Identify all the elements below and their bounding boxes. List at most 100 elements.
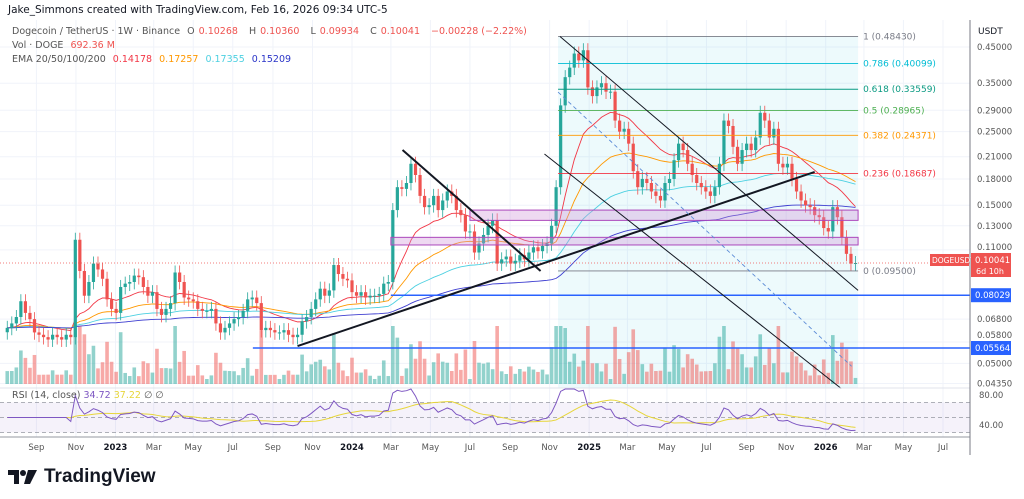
time-tick-label: Sep bbox=[28, 443, 44, 453]
volume-bar bbox=[794, 356, 799, 384]
candle-body bbox=[373, 295, 377, 297]
low-label: L bbox=[310, 26, 316, 37]
volume-bar bbox=[753, 356, 758, 384]
candle-body bbox=[658, 195, 663, 201]
candle-body bbox=[345, 278, 350, 281]
rsi-ma-line bbox=[7, 399, 856, 428]
volume-bar bbox=[508, 366, 513, 384]
volume-bar bbox=[186, 375, 191, 384]
volume-bar bbox=[118, 332, 123, 384]
volume-bar bbox=[486, 362, 490, 384]
volume-bar bbox=[436, 353, 440, 384]
candle-body bbox=[123, 283, 127, 287]
candle-body bbox=[654, 191, 658, 196]
candle-body bbox=[590, 87, 595, 97]
volume-bar bbox=[37, 374, 41, 384]
volume-bar bbox=[681, 367, 685, 384]
channel-upper-line bbox=[559, 36, 859, 291]
candle-body bbox=[246, 299, 250, 311]
symbol-legend-row[interactable]: Dogecoin / TetherUS · 1W · Binance O 0.10… bbox=[12, 25, 531, 39]
candle-body bbox=[549, 225, 554, 244]
candle-body bbox=[377, 293, 381, 296]
volume-bar bbox=[772, 363, 776, 384]
candle-body bbox=[441, 200, 445, 211]
volume-bar bbox=[808, 375, 812, 384]
candle-body bbox=[608, 91, 613, 93]
volume-bar bbox=[236, 375, 241, 384]
volume-bar bbox=[105, 341, 109, 384]
candle-body bbox=[241, 310, 245, 318]
candle-body bbox=[758, 112, 762, 138]
volume-bar bbox=[232, 371, 236, 384]
candle-body bbox=[205, 310, 209, 312]
volume-bar bbox=[799, 362, 803, 384]
volume-legend-row[interactable]: Vol · DOGE 692.36 M bbox=[12, 39, 531, 53]
volume-bar bbox=[649, 363, 654, 384]
volume-bar bbox=[735, 348, 740, 384]
candle-body bbox=[237, 317, 241, 320]
time-tick-label: Jul bbox=[464, 443, 475, 453]
ema-legend-row[interactable]: EMA 20/50/100/200 0.14178 0.17257 0.1735… bbox=[12, 53, 531, 67]
candle-body bbox=[627, 128, 631, 144]
volume-bar bbox=[114, 371, 118, 384]
volume-bar bbox=[572, 353, 577, 384]
volume-bar bbox=[386, 376, 391, 384]
candle-body bbox=[132, 275, 136, 282]
fib-level-label: 0.5 (0.28965) bbox=[863, 106, 924, 116]
candle-body bbox=[64, 334, 68, 340]
candle-body bbox=[595, 87, 599, 97]
volume-bar bbox=[209, 375, 214, 384]
volume-bar bbox=[332, 333, 336, 384]
volume-bar bbox=[667, 371, 672, 384]
volume-bar bbox=[368, 375, 372, 384]
symbol-name[interactable]: Dogecoin / TetherUS · 1W · Binance bbox=[12, 26, 181, 37]
rsi-legend[interactable]: RSI (14, close) 34.72 37.22 ∅ ∅ bbox=[12, 390, 164, 401]
candle-body bbox=[481, 234, 486, 244]
candle-body bbox=[667, 178, 672, 184]
price-tick-label: 0.21000 bbox=[977, 153, 1012, 163]
candle-body bbox=[563, 77, 567, 106]
candle-body bbox=[250, 297, 254, 300]
candle-body bbox=[413, 163, 418, 176]
candle-body bbox=[509, 256, 513, 264]
price-tick-label: 0.11000 bbox=[977, 243, 1012, 253]
candle-body bbox=[785, 163, 790, 168]
candle-body bbox=[60, 337, 64, 340]
candle-body bbox=[772, 128, 776, 138]
candle-body bbox=[19, 301, 23, 318]
volume-bar bbox=[726, 369, 731, 384]
volume-bar bbox=[273, 374, 277, 384]
time-tick-label: Nov bbox=[304, 443, 321, 453]
candle-body bbox=[159, 308, 164, 315]
candle-body bbox=[364, 292, 368, 298]
volume-bar bbox=[146, 363, 150, 384]
volume-bar bbox=[227, 370, 232, 384]
candle-body bbox=[826, 228, 830, 232]
volume-bar bbox=[531, 369, 536, 384]
candle-body bbox=[128, 281, 132, 284]
candle-body bbox=[114, 308, 118, 313]
volume-bar bbox=[803, 370, 808, 384]
candle-body bbox=[763, 112, 767, 121]
symbol-tag-label: DOGEUSDT bbox=[932, 256, 975, 265]
candle-body bbox=[164, 308, 168, 315]
volume-bar bbox=[536, 371, 540, 384]
time-tick-label: Nov bbox=[778, 443, 795, 453]
candle-body bbox=[41, 334, 46, 338]
volume-bar bbox=[599, 371, 604, 384]
volume-bar bbox=[840, 342, 844, 384]
volume-bar bbox=[191, 375, 196, 384]
volume-bar bbox=[459, 369, 463, 384]
candle-body bbox=[341, 274, 345, 279]
candle-body bbox=[409, 163, 413, 184]
candle-body bbox=[631, 143, 635, 172]
volume-bar bbox=[123, 372, 127, 384]
volume-bar bbox=[200, 375, 205, 384]
candle-body bbox=[776, 128, 780, 164]
candle-body bbox=[209, 308, 213, 311]
candle-body bbox=[536, 247, 540, 252]
volume-label: Vol · DOGE bbox=[12, 40, 64, 51]
candle-body bbox=[613, 91, 617, 121]
volume-bar bbox=[477, 362, 481, 384]
